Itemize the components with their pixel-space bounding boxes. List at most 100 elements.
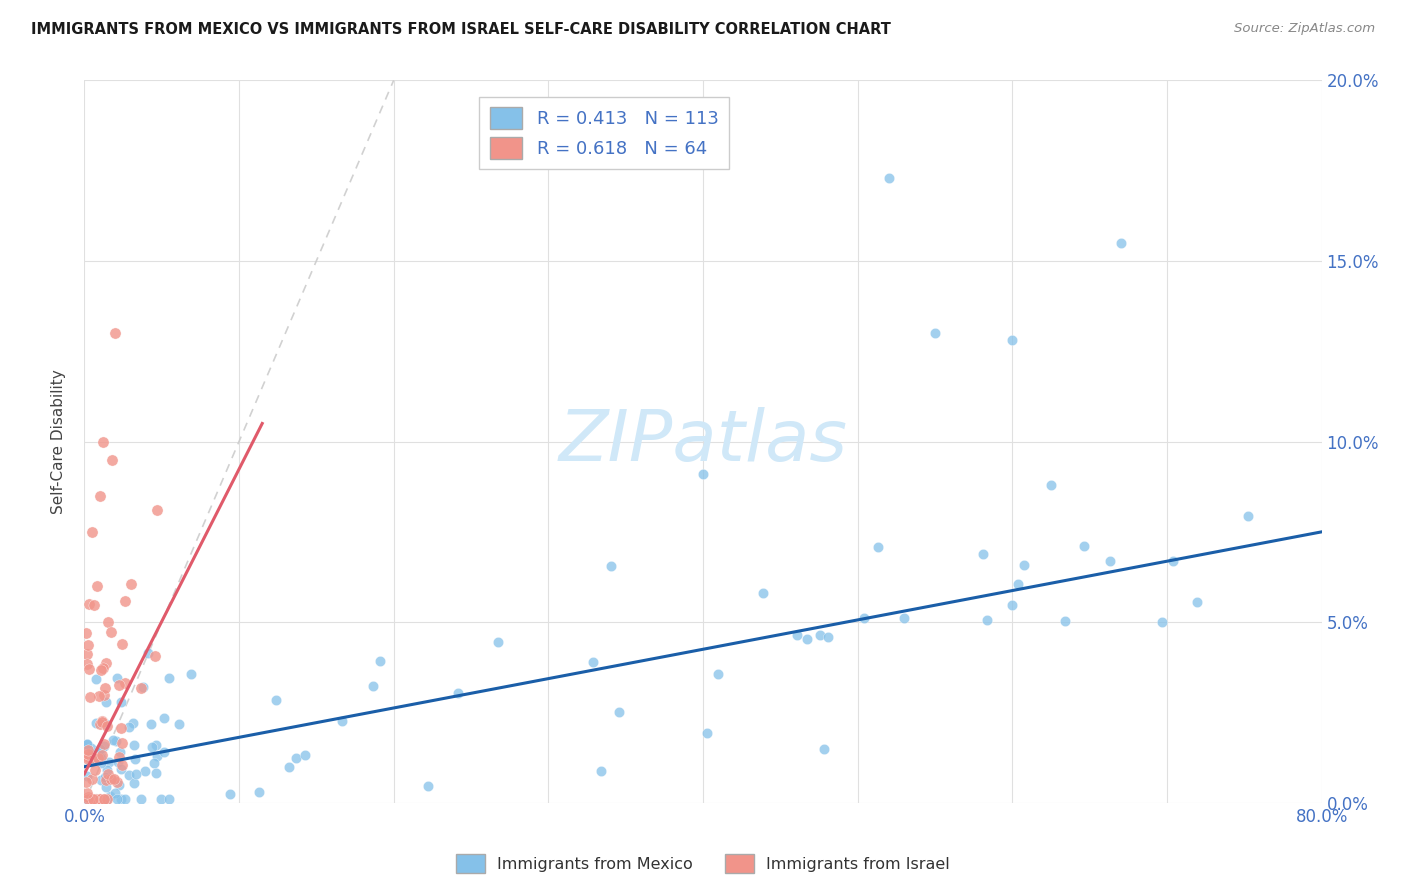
Point — [294, 748, 316, 763]
Point — [97, 766, 120, 780]
Point — [84, 792, 107, 806]
Point — [1053, 614, 1076, 628]
Point — [813, 742, 835, 756]
Point — [121, 716, 143, 731]
Point — [76, 792, 98, 806]
Point — [122, 776, 145, 790]
Point — [90, 742, 112, 756]
Point — [105, 775, 128, 789]
Point — [786, 628, 808, 642]
Point — [796, 632, 818, 647]
Point — [79, 792, 101, 806]
Point — [107, 755, 129, 769]
Point — [77, 747, 100, 762]
Point — [86, 579, 108, 593]
Point — [94, 780, 117, 795]
Point — [1163, 554, 1185, 568]
Point — [852, 611, 875, 625]
Point — [139, 717, 162, 731]
Point — [75, 626, 97, 640]
Point — [111, 758, 134, 772]
Point — [83, 599, 105, 613]
Point — [363, 679, 385, 693]
Point — [1007, 576, 1029, 591]
Point — [91, 714, 114, 729]
Point — [76, 769, 98, 783]
Point — [105, 671, 128, 685]
Point — [77, 638, 100, 652]
Point — [103, 772, 125, 787]
Point — [76, 737, 98, 751]
Legend: R = 0.413   N = 113, R = 0.618   N = 64: R = 0.413 N = 113, R = 0.618 N = 64 — [479, 96, 730, 169]
Point — [98, 789, 121, 803]
Point — [707, 666, 730, 681]
Point — [751, 586, 773, 600]
Point — [146, 503, 169, 517]
Point — [93, 737, 115, 751]
Point — [817, 630, 839, 644]
Point — [1001, 334, 1024, 348]
Point — [143, 756, 166, 771]
Point — [111, 637, 134, 651]
Point — [100, 772, 122, 786]
Point — [808, 627, 831, 641]
Point — [90, 751, 112, 765]
Point — [582, 655, 605, 669]
Point — [76, 789, 98, 804]
Point — [89, 792, 111, 806]
Point — [110, 695, 132, 709]
Point — [76, 657, 98, 671]
Point — [91, 434, 114, 449]
Point — [90, 663, 112, 677]
Point — [77, 792, 100, 806]
Point — [107, 678, 129, 692]
Point — [96, 792, 118, 806]
Point — [1073, 540, 1095, 554]
Point — [104, 734, 127, 748]
Point — [110, 721, 132, 735]
Point — [87, 751, 110, 765]
Point — [94, 773, 117, 788]
Point — [1109, 235, 1132, 250]
Point — [89, 742, 111, 756]
Point — [607, 705, 630, 719]
Point — [447, 686, 470, 700]
Point — [84, 716, 107, 731]
Point — [124, 752, 146, 766]
Point — [110, 762, 132, 776]
Point — [84, 792, 107, 806]
Point — [94, 717, 117, 731]
Point — [145, 765, 167, 780]
Point — [93, 688, 115, 702]
Point — [131, 792, 153, 806]
Point — [146, 748, 169, 763]
Point — [93, 792, 115, 806]
Point — [80, 741, 103, 756]
Point — [1237, 508, 1260, 523]
Point — [150, 792, 173, 806]
Point — [82, 524, 104, 539]
Point — [93, 792, 115, 806]
Point — [101, 452, 124, 467]
Point — [93, 792, 115, 806]
Point — [105, 792, 128, 806]
Point — [77, 597, 100, 611]
Point — [121, 576, 143, 591]
Point — [114, 675, 136, 690]
Point — [76, 786, 98, 800]
Point — [98, 756, 121, 770]
Point — [330, 714, 353, 729]
Point — [972, 547, 994, 561]
Point — [1000, 598, 1022, 612]
Point — [924, 326, 946, 340]
Point — [76, 752, 98, 766]
Point — [84, 752, 107, 766]
Point — [134, 764, 156, 779]
Point — [77, 662, 100, 676]
Point — [118, 720, 141, 734]
Point — [107, 779, 129, 793]
Point — [90, 756, 112, 770]
Point — [96, 719, 118, 733]
Point — [180, 667, 202, 681]
Point — [1187, 595, 1209, 609]
